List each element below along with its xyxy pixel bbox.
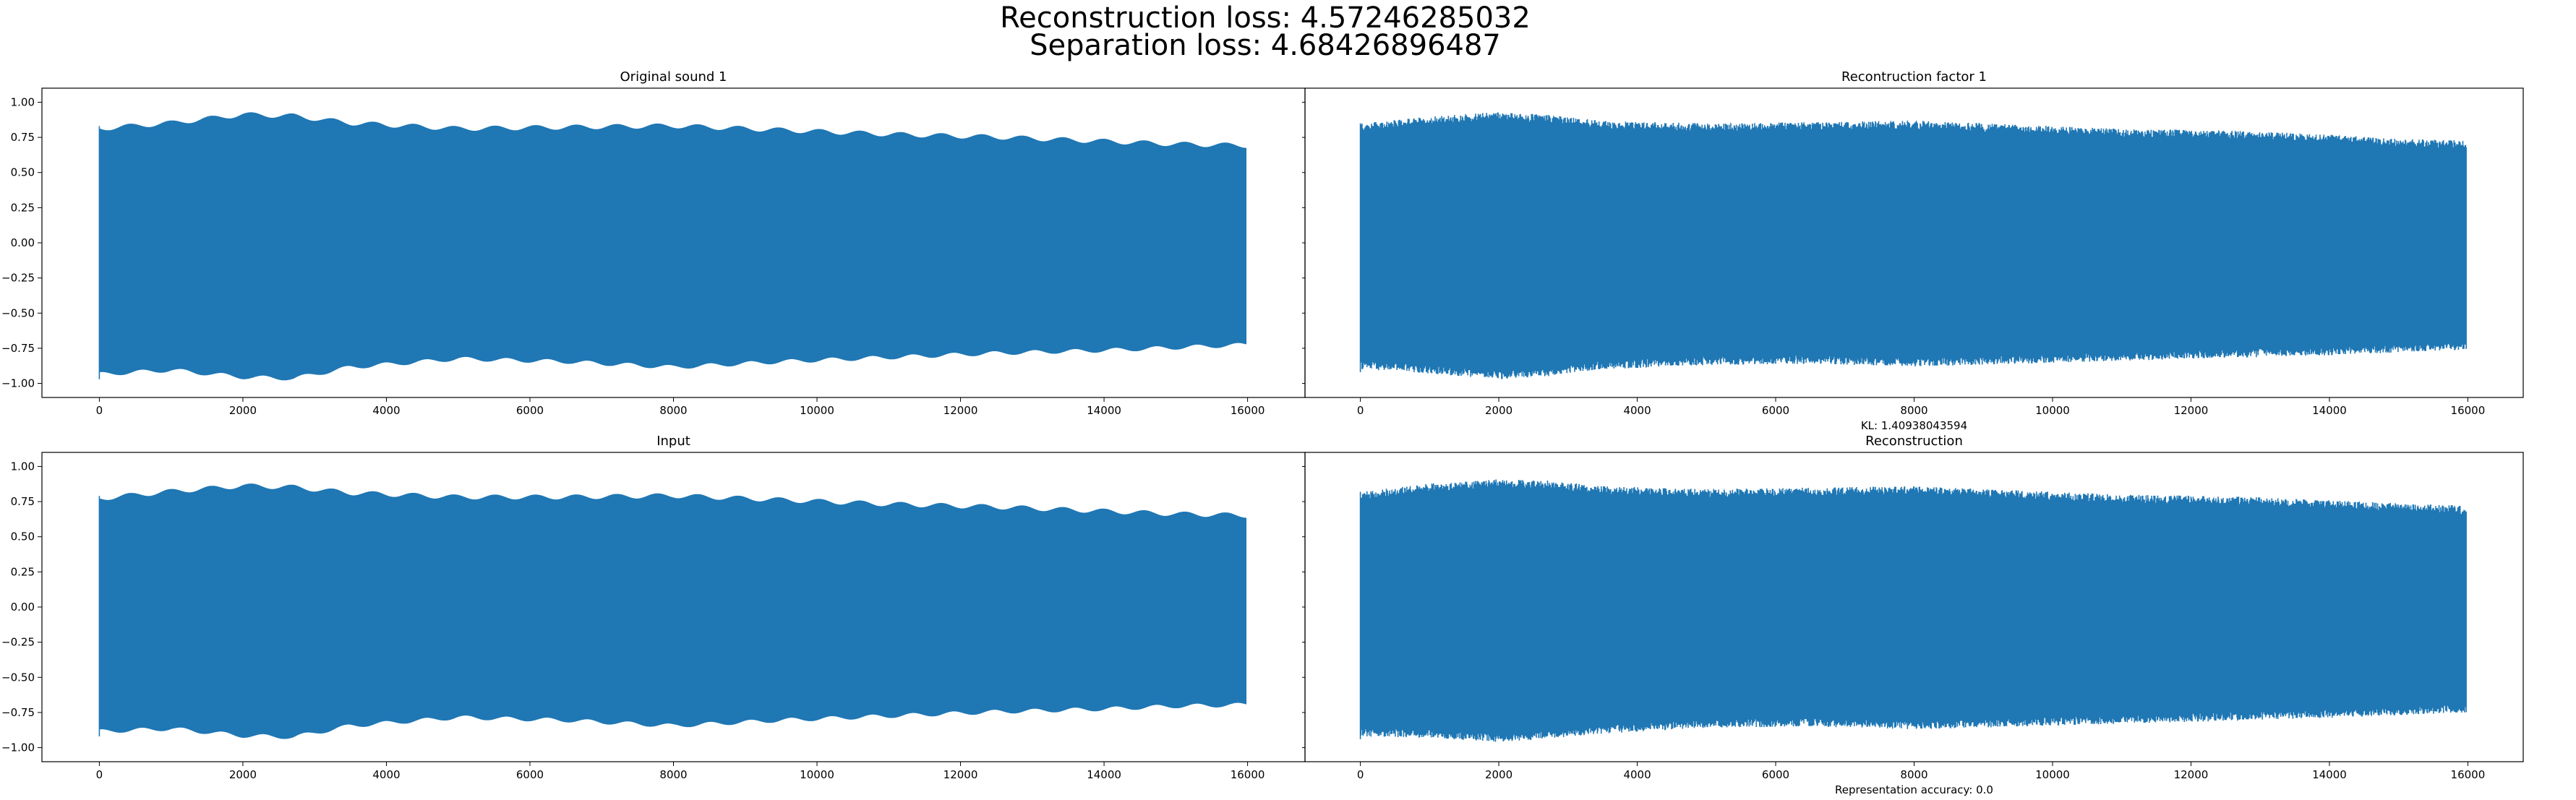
x-tick-label: 0 xyxy=(96,768,103,781)
subplot-1: Original sound 1 0 2000 4000 6000 8000 10000 12… xyxy=(1,69,1306,417)
x-tick-label: 12000 xyxy=(943,404,978,417)
x-tick-label: 8000 xyxy=(659,404,687,417)
x-tick-label: 6000 xyxy=(1762,404,1789,417)
x-axis-label: Representation accuracy: 0.0 xyxy=(1835,783,1993,796)
x-tick-label: 4000 xyxy=(372,404,400,417)
y-tick-label: −0.25 xyxy=(1,636,35,649)
x-tick-label: 0 xyxy=(96,404,103,417)
waveform-series xyxy=(98,483,1247,739)
y-tick-label: 0.50 xyxy=(11,530,35,543)
x-tick-label: 0 xyxy=(1357,768,1364,781)
y-tick-label: 1.00 xyxy=(11,460,35,473)
waveform-series xyxy=(98,112,1247,381)
x-tick-label: 12000 xyxy=(943,768,978,781)
x-tick-label: 14000 xyxy=(2312,768,2347,781)
x-tick-label: 4000 xyxy=(1623,404,1651,417)
x-tick-label: 16000 xyxy=(2451,768,2486,781)
y-tick-label: 0.00 xyxy=(11,236,35,249)
y-tick-label: 0.75 xyxy=(11,495,35,508)
subplot-title: Original sound 1 xyxy=(620,69,727,85)
x-tick-label: 14000 xyxy=(1087,768,1121,781)
x-axis-label: KL: 1.40938043594 xyxy=(1861,419,1967,432)
x-tick-label: 10000 xyxy=(800,768,834,781)
y-tick-label: −0.25 xyxy=(1,272,35,285)
y-tick-label: 0.50 xyxy=(11,166,35,179)
suptitle-line-1: Reconstruction loss: 4.57246285032 xyxy=(1000,1,1531,35)
x-tick-label: 8000 xyxy=(659,768,687,781)
waveform-series xyxy=(1359,479,2467,742)
suptitle-line-2: Separation loss: 4.68426896487 xyxy=(1030,29,1501,62)
y-tick-label: 0.75 xyxy=(11,131,35,144)
x-tick-label: 6000 xyxy=(1762,768,1789,781)
y-tick-label: −1.00 xyxy=(1,377,35,390)
y-tick-label: −0.50 xyxy=(1,671,35,684)
x-tick-label: 16000 xyxy=(1231,404,1265,417)
subplot-4: Reconstruction 0 2000 4000 6000 8000 10000 1200… xyxy=(1302,434,2524,796)
x-tick-label: 0 xyxy=(1357,404,1364,417)
x-tick-label: 10000 xyxy=(2035,768,2070,781)
y-tick-label: −1.00 xyxy=(1,741,35,754)
subplot-2: Recontruction factor 1 0 2000 4000 6000 8000 1… xyxy=(1302,69,2524,432)
subplot-3: Input 0 2000 4000 6000 8000 10000 12000 14000 160… xyxy=(1,434,1306,781)
x-tick-label: 4000 xyxy=(1623,768,1651,781)
x-tick-label: 10000 xyxy=(800,404,834,417)
x-tick-label: 16000 xyxy=(2451,404,2486,417)
y-tick-label: 0.25 xyxy=(11,201,35,214)
subplot-title: Input xyxy=(656,434,690,449)
x-tick-label: 8000 xyxy=(1900,404,1927,417)
subplot-title: Reconstruction xyxy=(1865,434,1963,449)
x-tick-label: 4000 xyxy=(372,768,400,781)
y-tick-label: −0.75 xyxy=(1,706,35,719)
x-tick-label: 6000 xyxy=(516,768,544,781)
x-tick-label: 2000 xyxy=(1485,768,1512,781)
y-tick-label: 1.00 xyxy=(11,95,35,108)
x-tick-label: 2000 xyxy=(229,404,257,417)
y-tick-label: −0.50 xyxy=(1,306,35,319)
x-tick-label: 12000 xyxy=(2174,404,2209,417)
x-tick-label: 10000 xyxy=(2035,404,2070,417)
x-tick-label: 2000 xyxy=(1485,404,1512,417)
x-tick-label: 2000 xyxy=(229,768,257,781)
x-tick-label: 14000 xyxy=(2312,404,2347,417)
y-tick-label: 0.00 xyxy=(11,601,35,614)
x-tick-label: 6000 xyxy=(516,404,544,417)
y-tick-label: −0.75 xyxy=(1,342,35,355)
x-tick-label: 12000 xyxy=(2174,768,2209,781)
x-tick-label: 16000 xyxy=(1231,768,1265,781)
waveform-series xyxy=(1359,112,2467,379)
x-tick-label: 8000 xyxy=(1900,768,1927,781)
y-tick-label: 0.25 xyxy=(11,565,35,578)
x-tick-label: 14000 xyxy=(1087,404,1121,417)
subplot-title: Recontruction factor 1 xyxy=(1841,69,1987,85)
